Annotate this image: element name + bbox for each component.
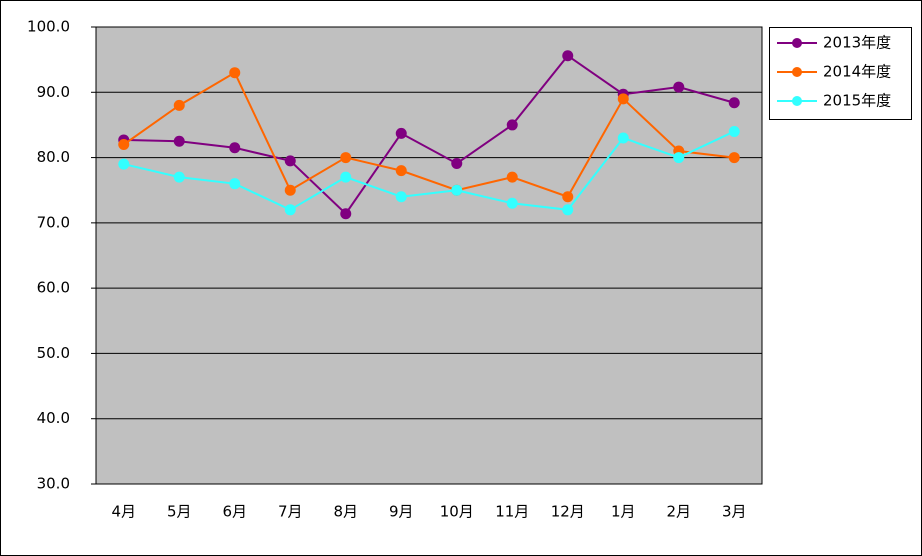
point (451, 184, 463, 196)
point (728, 152, 740, 164)
point (728, 125, 740, 137)
x-tick-label: 10月 (440, 503, 474, 521)
point (118, 139, 130, 151)
point (395, 191, 407, 203)
point (395, 127, 407, 139)
y-tick-label: 80.0 (37, 148, 70, 166)
x-tick-label: 6月 (222, 503, 247, 521)
point (562, 50, 574, 62)
plot-area (95, 26, 763, 485)
point (284, 204, 296, 216)
y-tick-label: 100.0 (27, 18, 70, 36)
point (173, 171, 185, 183)
point (229, 142, 241, 154)
point (340, 171, 352, 183)
point (173, 99, 185, 111)
point (340, 152, 352, 164)
x-tick-label: 1月 (611, 503, 636, 521)
x-tick-label: 9月 (389, 503, 414, 521)
point (506, 119, 518, 131)
point (395, 165, 407, 177)
point (284, 184, 296, 196)
y-tick-label: 40.0 (37, 409, 70, 427)
y-tick-label: 90.0 (37, 83, 70, 101)
y-tick-label: 60.0 (37, 279, 70, 297)
legend-label: 2015年度 (823, 92, 891, 110)
y-tick-label: 50.0 (37, 344, 70, 362)
point (617, 93, 629, 105)
x-tick-label: 7月 (278, 503, 303, 521)
point (506, 171, 518, 183)
legend-marker (792, 67, 802, 77)
x-tick-label: 8月 (333, 503, 358, 521)
point (617, 132, 629, 144)
x-tick-label: 2月 (666, 503, 691, 521)
y-tick-label: 30.0 (37, 475, 70, 493)
point (229, 67, 241, 79)
x-tick-label: 11月 (495, 503, 529, 521)
x-tick-label: 3月 (722, 503, 747, 521)
point (173, 135, 185, 147)
legend-label: 2014年度 (823, 63, 891, 81)
point (284, 155, 296, 167)
point (562, 191, 574, 203)
point (728, 97, 740, 109)
point (118, 158, 130, 170)
point (229, 178, 241, 190)
point (340, 208, 352, 220)
legend-marker (792, 96, 802, 106)
legend-label: 2013年度 (823, 34, 891, 52)
x-tick-label: 4月 (111, 503, 136, 521)
series-line (123, 130, 735, 211)
point (506, 197, 518, 209)
series-line (123, 54, 735, 216)
legend-marker (792, 38, 802, 48)
point (562, 204, 574, 216)
series-line (123, 71, 735, 198)
y-tick-label: 70.0 (37, 213, 70, 231)
x-tick-label: 5月 (167, 503, 192, 521)
point (673, 152, 685, 164)
point (673, 81, 685, 93)
x-tick-label: 12月 (551, 503, 585, 521)
point (451, 157, 463, 169)
